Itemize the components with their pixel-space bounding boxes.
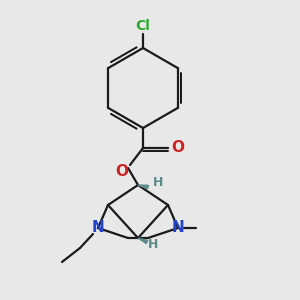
Text: N: N: [172, 220, 184, 236]
Text: H: H: [153, 176, 164, 190]
Text: Cl: Cl: [136, 19, 150, 33]
Text: O: O: [172, 140, 184, 155]
Polygon shape: [138, 238, 148, 244]
Text: N: N: [92, 220, 104, 236]
Polygon shape: [138, 185, 148, 189]
Text: O: O: [116, 164, 128, 178]
Text: H: H: [148, 238, 158, 250]
